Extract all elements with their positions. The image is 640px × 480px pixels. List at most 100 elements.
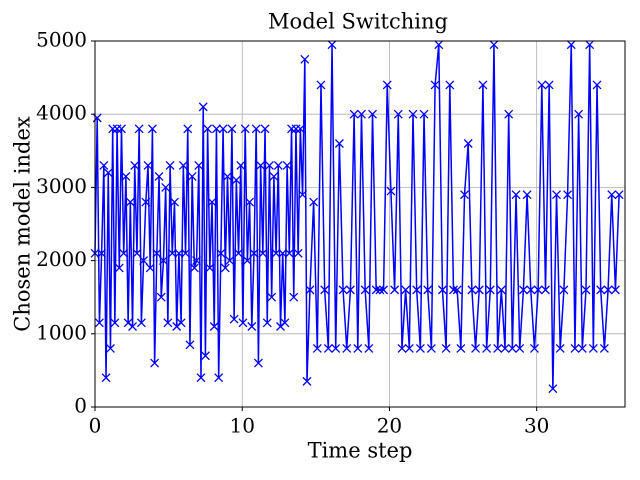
marker (211, 124, 221, 134)
marker (331, 343, 341, 353)
marker (592, 80, 602, 90)
marker (408, 109, 418, 119)
marker (282, 160, 292, 170)
marker (316, 80, 326, 90)
marker (220, 263, 230, 273)
marker (423, 285, 433, 295)
marker (434, 40, 444, 50)
marker (302, 376, 312, 386)
marker (614, 190, 624, 200)
marker (426, 343, 436, 353)
marker (327, 40, 337, 50)
line (94, 44, 620, 389)
y-tick-label: 2000 (36, 247, 87, 271)
marker (342, 343, 352, 353)
marker (256, 160, 266, 170)
marker (167, 248, 177, 258)
marker (117, 124, 126, 134)
marker (599, 343, 609, 353)
marker (460, 190, 469, 200)
marker (345, 285, 355, 295)
plot-frame (94, 40, 626, 408)
marker (156, 292, 166, 302)
marker (150, 358, 160, 368)
marker (412, 285, 422, 295)
marker (467, 285, 477, 295)
x-tick-label: 10 (229, 414, 254, 438)
marker (273, 160, 283, 170)
marker (382, 80, 392, 90)
marker (161, 182, 171, 192)
marker (225, 256, 235, 266)
marker (607, 190, 617, 200)
marker (192, 256, 202, 266)
marker (258, 248, 268, 258)
marker (110, 318, 120, 328)
marker (574, 109, 584, 119)
marker (386, 186, 396, 196)
x-tick-label: 0 (89, 414, 102, 438)
marker (234, 248, 244, 258)
marker (518, 285, 528, 295)
marker (94, 318, 104, 328)
marker (581, 285, 591, 295)
marker (404, 343, 414, 353)
marker (284, 248, 294, 258)
y-tick-label: 4000 (36, 101, 87, 125)
marker (158, 256, 168, 266)
marker (504, 109, 514, 119)
marker (300, 54, 310, 64)
y-tick-label: 1000 (36, 320, 87, 344)
marker (393, 109, 403, 119)
marker (280, 318, 290, 328)
marker (449, 285, 458, 295)
marker (269, 171, 279, 181)
marker (357, 109, 366, 119)
marker (419, 109, 429, 119)
y-tick-label: 3000 (36, 174, 87, 198)
marker (371, 285, 381, 295)
marker (289, 292, 299, 302)
marker (474, 285, 484, 295)
marker (596, 285, 606, 295)
marker (187, 171, 197, 181)
marker (136, 318, 146, 328)
marker (441, 343, 451, 353)
marker (548, 384, 558, 394)
marker (349, 109, 359, 119)
marker (445, 80, 455, 90)
marker (139, 256, 149, 266)
marker (353, 343, 363, 353)
marker (105, 343, 115, 353)
marker (147, 124, 157, 134)
marker (437, 285, 447, 295)
x-tick-label: 20 (377, 414, 402, 438)
marker (544, 80, 554, 90)
marker (298, 190, 308, 200)
marker (309, 197, 319, 207)
marker (334, 139, 344, 148)
marker (203, 124, 213, 134)
marker (390, 285, 400, 295)
marker (209, 322, 219, 331)
marker (178, 160, 188, 170)
marker (397, 343, 407, 353)
marker (515, 343, 525, 353)
marker (231, 175, 241, 185)
marker (196, 373, 206, 383)
marker (207, 197, 217, 207)
marker (223, 171, 232, 181)
marker (533, 285, 543, 295)
x-tick-label: 30 (524, 414, 549, 438)
marker (214, 373, 224, 383)
marker (134, 124, 144, 134)
marker (176, 318, 186, 328)
marker (101, 373, 111, 383)
marker (293, 248, 303, 258)
marker (603, 285, 613, 295)
marker (496, 285, 506, 295)
marker (121, 171, 131, 181)
y-axis-label: Chosen model index (11, 116, 35, 332)
marker (183, 124, 193, 134)
